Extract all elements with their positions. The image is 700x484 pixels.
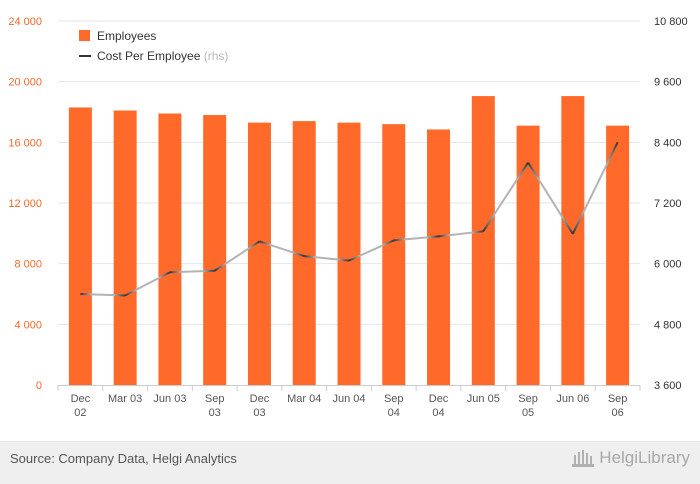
x-tick-label: Jun 04 (332, 393, 365, 405)
cost-line-segment (124, 271, 171, 297)
employees-bar (337, 122, 361, 385)
source-note: Source: Company Data, Helgi Analytics (10, 451, 237, 466)
helgi-library-logo: HelgiLibrary (571, 448, 690, 468)
cost-line-segment (527, 162, 574, 235)
employees-bar (113, 110, 137, 385)
right-tick-label: 3 600 (654, 380, 682, 392)
employees-bar (427, 129, 451, 385)
left-tick-label: 20 000 (8, 77, 42, 89)
cost-line-segment (393, 235, 439, 242)
employees-bar (382, 124, 406, 385)
right-tick-label: 8 400 (654, 137, 682, 149)
employees-bar (516, 125, 540, 386)
employees-bars (68, 96, 630, 386)
x-tick-label: Jun 03 (153, 393, 186, 405)
employees-bar (561, 96, 585, 385)
x-tick-label: Dec 02 (71, 393, 91, 419)
employees-bar (247, 122, 271, 385)
cost-line-segment (169, 269, 215, 274)
left-tick-label: 12 000 (8, 198, 42, 210)
left-axis-ticks: 0 4 000 8 000 12 000 16 000 20 000 24 000 (8, 16, 42, 392)
x-axis: Dec 02 Mar 03 Jun 03 Sep 03 Dec 03 Mar 04 Jun 04 S… (57, 385, 641, 419)
x-tick-label: Jun 06 (556, 393, 589, 405)
left-tick-label: 16 000 (8, 137, 42, 149)
x-tick-label: Mar 03 (108, 393, 142, 405)
legend-cost-suffix: (rhs) (204, 49, 229, 63)
cost-line-segment (348, 239, 395, 262)
x-tick-label: Dec 03 (250, 393, 270, 419)
right-tick-label: 4 800 (654, 319, 682, 331)
cost-line-segment (482, 162, 529, 232)
legend-employees-swatch (79, 30, 90, 41)
x-tick-label: Mar 04 (287, 393, 321, 405)
right-tick-label: 9 600 (654, 77, 682, 89)
right-tick-label: 7 200 (654, 198, 682, 210)
employees-bar (471, 96, 495, 385)
right-tick-label: 10 800 (654, 16, 688, 28)
x-tick-label: Sep 03 (205, 393, 225, 419)
legend-cost-label: Cost Per Employee (97, 49, 201, 63)
left-tick-label: 0 (36, 380, 42, 392)
cost-line-segment (304, 255, 350, 262)
cost-line-segment (571, 141, 619, 235)
library-building-icon (572, 450, 595, 467)
employees-bar (292, 121, 316, 385)
x-tick-label: Jun 05 (467, 393, 500, 405)
right-axis-ticks: 3 600 4 800 6 000 7 200 8 400 9 600 10 800 (654, 16, 688, 392)
legend-employees-label: Employees (97, 29, 156, 43)
svg-text:Cost Per Employee (rhs): Cost Per Employee (rhs) (97, 49, 228, 63)
right-tick-label: 6 000 (654, 259, 682, 271)
left-tick-label: 24 000 (8, 16, 42, 28)
chart-area: 0 4 000 8 000 12 000 16 000 20 000 24 000 3 60… (8, 16, 688, 419)
cost-line-segment (438, 230, 484, 238)
employees-bar (203, 115, 227, 386)
cost-per-employee-line (80, 141, 619, 297)
left-tick-label: 8 000 (14, 259, 42, 271)
logo-text: HelgiLibrary (599, 448, 690, 467)
x-tick-label: Sep 06 (608, 393, 628, 419)
cost-line-segment (214, 240, 261, 272)
footer: Source: Company Data, Helgi Analytics He… (0, 441, 700, 484)
cost-line-segment (259, 240, 305, 258)
employees-bar (158, 113, 182, 386)
left-tick-label: 4 000 (14, 319, 42, 331)
legend: Employees Cost Per Employee (rhs) (79, 29, 228, 63)
x-tick-label: Sep 05 (518, 393, 538, 419)
x-tick-label: Sep 04 (384, 393, 404, 419)
employees-bar (606, 125, 630, 386)
employees-bar (68, 107, 92, 385)
x-tick-label: Dec 04 (429, 393, 449, 419)
cost-line-segment (80, 293, 126, 297)
